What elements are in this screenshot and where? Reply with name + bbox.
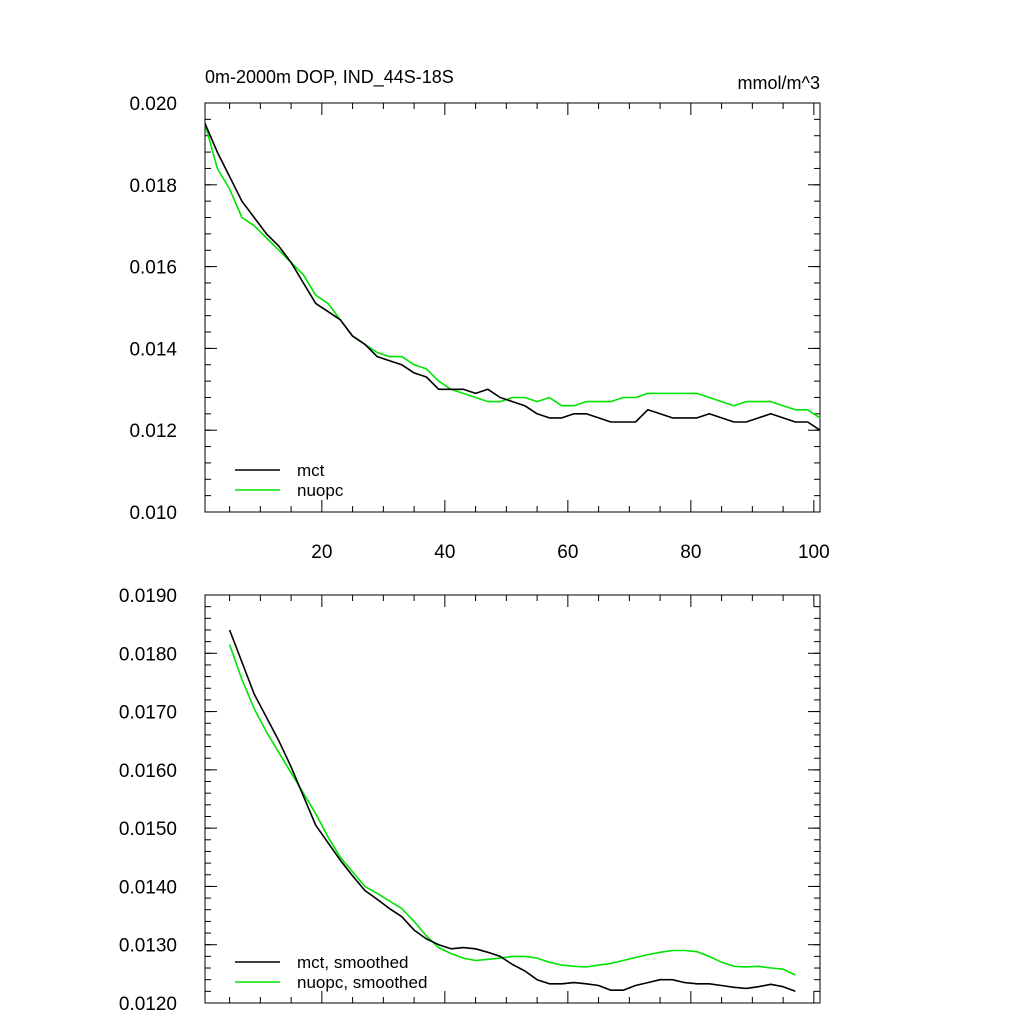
y-tick-label: 0.016 [129,258,177,279]
plot-frame [204,594,821,1004]
x-tick-label: 20 [311,542,332,563]
x-tick-label: 80 [680,542,701,563]
y-tick-label: 0.0140 [119,877,177,898]
y-tick-label: 0.0120 [119,994,177,1015]
series-line-mct-smoothed [228,629,796,993]
y-tick-label: 0.020 [129,94,177,115]
y-tick-label: 0.018 [129,176,177,197]
legend-label: nuopc [297,481,344,500]
top-panel: 0.010 0.012 0.014 0.016 0.018 0.020 20 40 60 80 10… [129,67,829,563]
y-tick-label: 0.0160 [119,761,177,782]
bottom-panel: 0.0120 0.0130 0.0140 0.0150 0.0160 0.0170 0.01… [119,586,821,1015]
x-tick-label: 100 [798,542,830,563]
legend-label: mct, smoothed [297,953,409,972]
plot-frame [204,102,821,513]
y-tick-label: 0.012 [129,421,177,442]
x-tick-label: 40 [434,542,455,563]
y-tick-label: 0.0180 [119,644,177,665]
series-line-nuopc-smoothed [228,644,796,976]
legend-label: nuopc, smoothed [297,973,427,992]
y-tick-label: 0.0190 [119,586,177,607]
chart-title: 0m-2000m DOP, IND_44S-18S [205,67,454,88]
y-tick-label: 0.0130 [119,936,177,957]
y-tick-label: 0.014 [129,339,177,360]
y-tick-label: 0.010 [129,503,177,524]
y-tick-label: 0.0170 [119,703,177,724]
legend-label: mct [297,461,325,480]
chart-units: mmol/m^3 [738,73,820,93]
series-line-mct [204,123,821,431]
y-tick-label: 0.0150 [119,819,177,840]
series-line-nuopc [204,123,821,419]
x-tick-label: 60 [557,542,578,563]
